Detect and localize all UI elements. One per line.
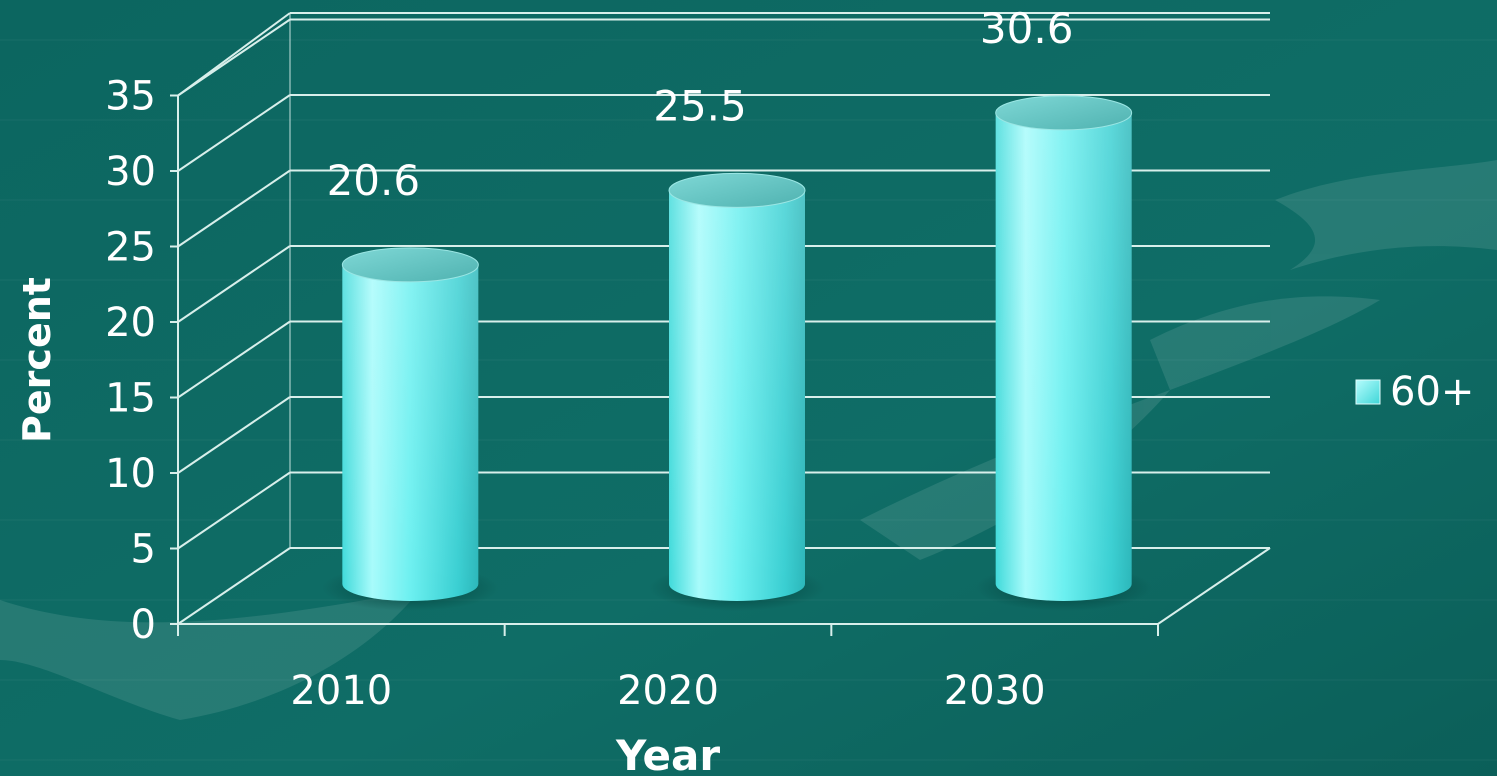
x-tick-label: 2010 xyxy=(290,668,392,714)
y-tick-label: 5 xyxy=(131,527,156,573)
legend: 60+ xyxy=(1355,369,1474,415)
y-tick-label: 30 xyxy=(105,149,156,195)
y-tick-label: 25 xyxy=(105,225,156,271)
x-tick-label: 2020 xyxy=(617,668,719,714)
y-tick-label: 0 xyxy=(131,602,156,648)
bar xyxy=(649,172,825,611)
bar xyxy=(975,95,1152,611)
x-axis-title: Year xyxy=(615,731,720,776)
data-labels: 20.6 25.5 30.6 xyxy=(327,4,1074,205)
data-label: 30.6 xyxy=(980,4,1074,53)
y-tick-label: 15 xyxy=(105,376,156,422)
bar-sheen xyxy=(669,190,805,601)
bar-sheen xyxy=(342,264,479,601)
gridline-diagonal xyxy=(177,12,291,97)
x-tick-label: 2030 xyxy=(944,668,1046,714)
gridline-diagonal xyxy=(177,169,291,248)
bars xyxy=(322,95,1152,611)
y-axis-title: Percent xyxy=(15,277,59,443)
data-label: 20.6 xyxy=(327,156,421,205)
gridline-diagonal xyxy=(177,245,291,323)
y-tick-label: 10 xyxy=(105,451,156,497)
gridline-diagonal xyxy=(177,396,291,474)
gridline-diagonal xyxy=(177,94,291,172)
gridline-diagonal xyxy=(177,471,291,550)
y-tick-label: 35 xyxy=(105,74,156,120)
x-axis-ticks: 2010 2020 2030 xyxy=(177,624,1159,714)
gridline-diagonal xyxy=(177,320,291,399)
bar-top xyxy=(668,172,806,208)
y-axis-ticks: 0 5 10 15 20 25 30 35 xyxy=(105,74,178,648)
y-tick-label: 20 xyxy=(105,300,156,346)
bar-top xyxy=(995,95,1133,131)
data-label: 25.5 xyxy=(653,81,747,130)
bar-sheen xyxy=(995,112,1132,601)
legend-swatch xyxy=(1355,379,1381,405)
gridline-diagonal xyxy=(177,547,291,625)
bar xyxy=(322,247,499,611)
legend-label: 60+ xyxy=(1390,369,1474,415)
bar-top xyxy=(341,247,479,283)
